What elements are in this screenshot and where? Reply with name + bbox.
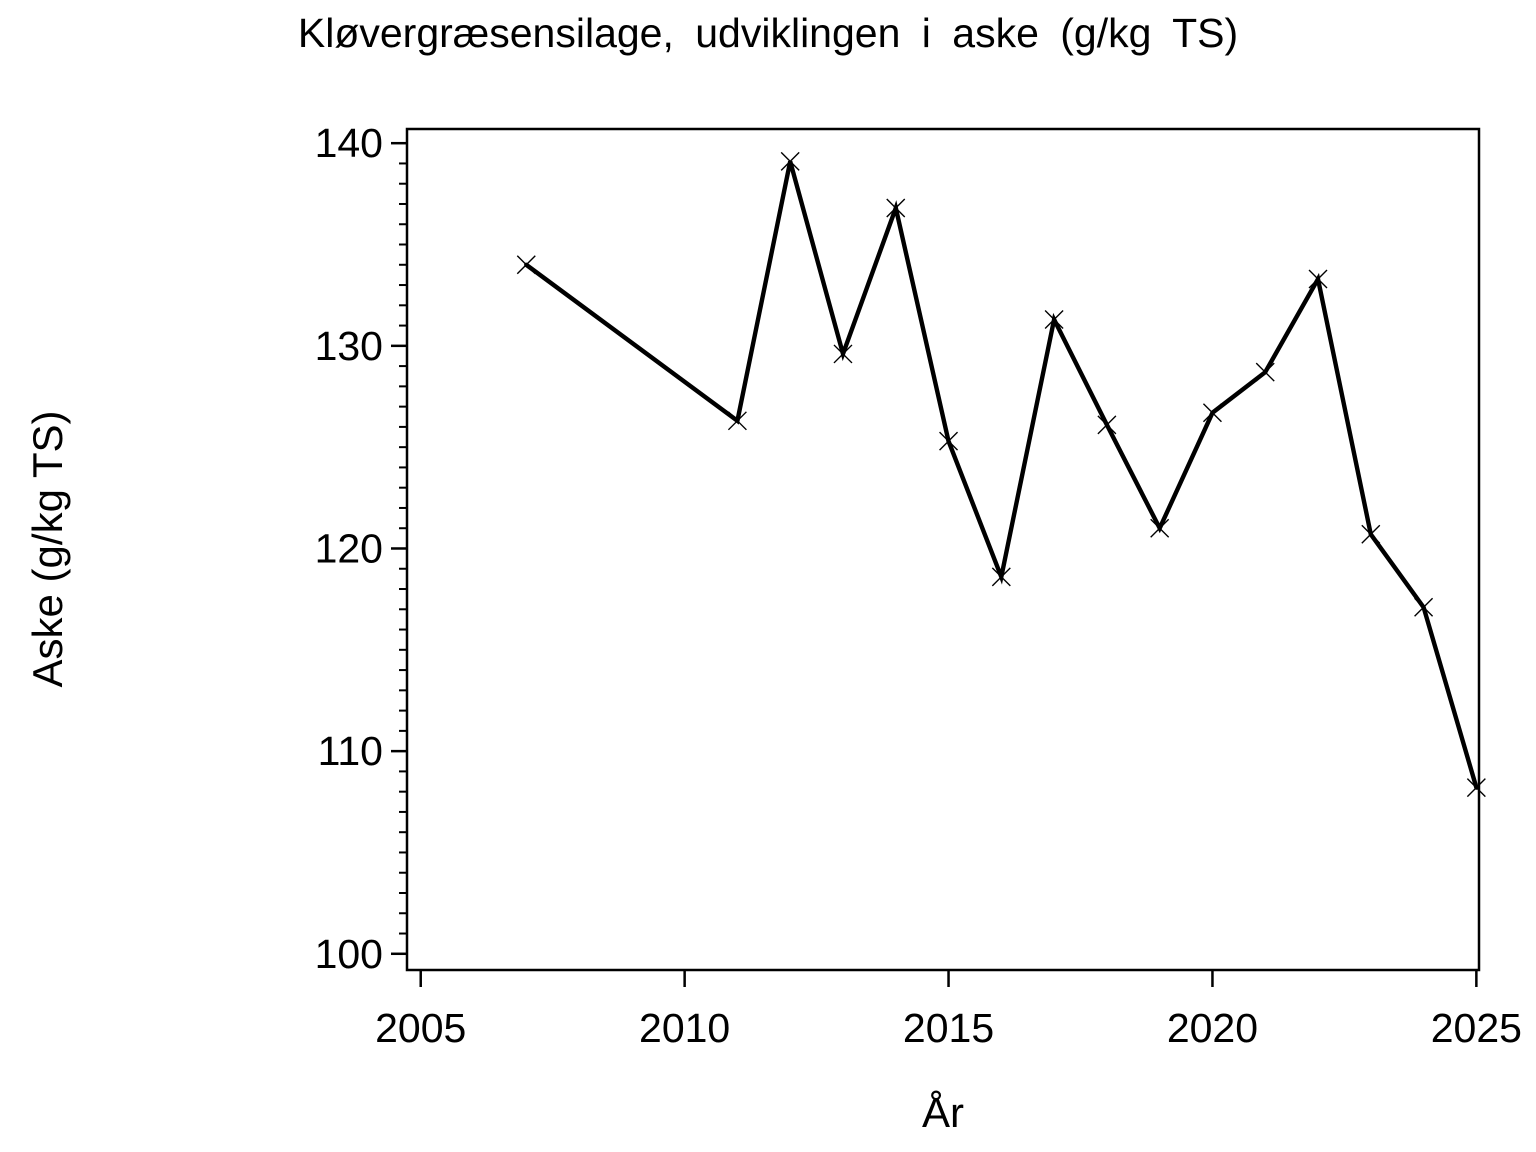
data-point-marker: [1255, 362, 1275, 382]
x-axis-tick-label: 2005: [375, 1005, 466, 1051]
y-axis-tick-label: 110: [318, 728, 383, 774]
data-point-marker: [1308, 269, 1328, 289]
data-point-marker: [1202, 403, 1222, 423]
data-point-marker: [1097, 415, 1117, 435]
data-point-marker: [886, 198, 906, 218]
plot-frame: [405, 127, 1481, 972]
x-axis-tick-label: 2010: [639, 1005, 730, 1051]
x-axis-tick-label: 2025: [1431, 1005, 1522, 1051]
y-axis-tick-label: 130: [315, 323, 383, 369]
y-axis-tick-label: 100: [315, 931, 383, 977]
data-point-marker: [1044, 309, 1064, 329]
plot-area: 100 110 120 130 140 2005 2010 2015 2020 2025: [315, 120, 1522, 1051]
y-axis-label: Aske (g/kg TS): [24, 411, 71, 688]
x-axis-tick-label: 2020: [1167, 1005, 1258, 1051]
data-point-marker: [991, 567, 1011, 587]
data-point-marker: [727, 411, 747, 431]
y-axis-tick-label: 120: [315, 525, 383, 571]
data-point-marker: [1150, 518, 1170, 538]
x-axis-tick-label: 2015: [903, 1005, 994, 1051]
series-line: [524, 160, 1479, 790]
x-axis-label: År: [922, 1089, 964, 1136]
data-point-marker: [1361, 524, 1381, 544]
data-point-marker: [780, 151, 800, 171]
y-axis-tick-label: 140: [315, 120, 383, 166]
data-point-marker: [1466, 778, 1486, 798]
data-point-marker: [939, 431, 959, 451]
data-point-marker: [833, 344, 853, 364]
chart-title: Kløvergræsensilage, udviklingen i aske (…: [298, 10, 1238, 56]
data-point-marker: [516, 255, 536, 275]
data-point-marker: [1414, 597, 1434, 617]
